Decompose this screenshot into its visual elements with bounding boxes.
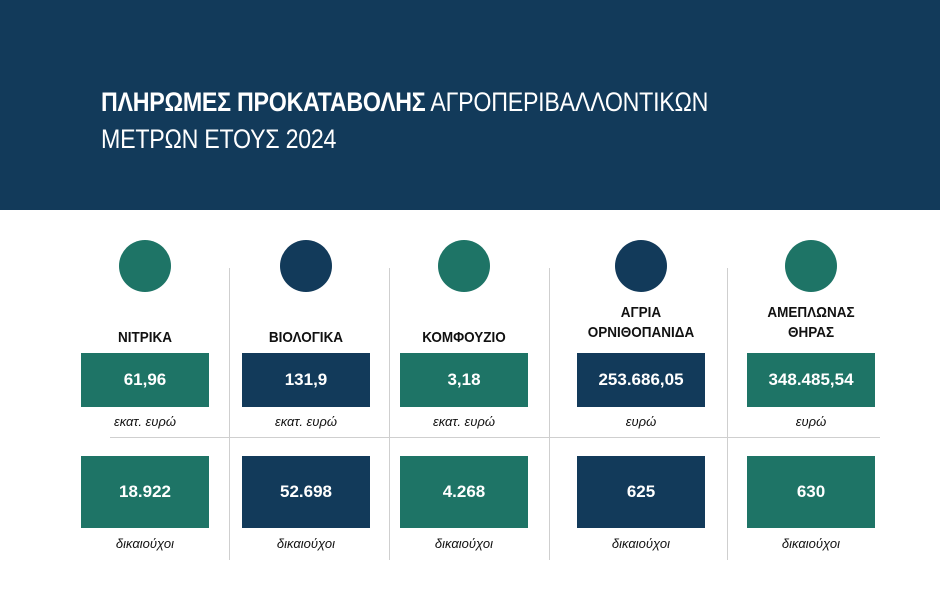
circle-marker (280, 240, 332, 292)
beneficiaries-unit: δικαιούχοι (611, 536, 671, 551)
amount-value: 61,96 (123, 370, 167, 389)
circle-marker (119, 240, 171, 292)
column-agria-ornithopanida: ΑΓΡΙΑ ΟΡΝΙΘΟΠΑΝΙΔΑ 253.686,05 ευρώ 625 δ… (561, 210, 721, 610)
amount-unit: εκατ. ευρώ (433, 414, 495, 429)
beneficiaries-unit: δικαιούχοι (434, 536, 494, 551)
column-label-line-2: ΘΗΡΑΣ (787, 324, 835, 341)
column-label-line-1: ΑΓΡΙΑ (620, 304, 662, 321)
beneficiaries-unit: δικαιούχοι (115, 536, 175, 551)
column-label: ΑΜΕΠΛΩΝΑΣ ΘΗΡΑΣ (739, 303, 883, 343)
title-light-2: ΜΕΤΡΩΝ ΕΤΟΥΣ 2024 (101, 124, 337, 154)
beneficiaries-box: 630 (747, 456, 875, 528)
amount-box: 3,18 (400, 353, 528, 407)
beneficiaries-unit: δικαιούχοι (276, 536, 336, 551)
beneficiaries-value: 52.698 (280, 482, 332, 501)
amount-unit: ευρώ (795, 414, 827, 429)
row-divider (110, 437, 880, 438)
header-banner: ΠΛΗΡΩΜΕΣ ΠΡΟΚΑΤΑΒΟΛΗΣ ΑΓΡΟΠΕΡΙΒΑΛΛΟΝΤΙΚΩ… (0, 0, 940, 210)
amount-unit: εκατ. ευρώ (275, 414, 337, 429)
amount-value: 348.485,54 (768, 370, 854, 389)
circle-marker (785, 240, 837, 292)
column-nitrika: ΝΙΤΡΙΚΑ 61,96 εκατ. ευρώ 18.922 δικαιούχ… (65, 210, 225, 610)
beneficiaries-value: 630 (796, 482, 826, 501)
amount-box: 253.686,05 (577, 353, 705, 407)
amount-box: 61,96 (81, 353, 209, 407)
beneficiaries-value: 4.268 (442, 482, 486, 501)
beneficiaries-box: 4.268 (400, 456, 528, 528)
column-divider (549, 268, 550, 560)
page-title: ΠΛΗΡΩΜΕΣ ΠΡΟΚΑΤΑΒΟΛΗΣ ΑΓΡΟΠΕΡΙΒΑΛΛΟΝΤΙΚΩ… (101, 84, 708, 158)
column-label-line-2: ΟΡΝΙΘΟΠΑΝΙΔΑ (587, 324, 695, 341)
beneficiaries-value: 18.922 (119, 482, 171, 501)
column-ameplonas-thiras: ΑΜΕΠΛΩΝΑΣ ΘΗΡΑΣ 348.485,54 ευρώ 630 δικα… (731, 210, 891, 610)
column-label: ΑΓΡΙΑ ΟΡΝΙΘΟΠΑΝΙΔΑ (569, 303, 713, 343)
circle-marker (438, 240, 490, 292)
column-divider (229, 268, 230, 560)
amount-value: 3,18 (447, 370, 481, 389)
column-label: ΝΙΤΡΙΚΑ (118, 329, 172, 346)
amount-box: 348.485,54 (747, 353, 875, 407)
amount-value: 253.686,05 (598, 370, 684, 389)
column-label: ΒΙΟΛΟΓΙΚΑ (268, 329, 344, 346)
beneficiaries-box: 625 (577, 456, 705, 528)
beneficiaries-box: 52.698 (242, 456, 370, 528)
column-divider (389, 268, 390, 560)
beneficiaries-unit: δικαιούχοι (781, 536, 841, 551)
column-komfouzio: ΚΟΜΦΟΥΖΙΟ 3,18 εκατ. ευρώ 4.268 δικαιούχ… (384, 210, 544, 610)
column-viologika: ΒΙΟΛΟΓΙΚΑ 131,9 εκατ. ευρώ 52.698 δικαιο… (226, 210, 386, 610)
amount-value: 131,9 (284, 370, 328, 389)
beneficiaries-box: 18.922 (81, 456, 209, 528)
beneficiaries-value: 625 (626, 482, 656, 501)
amount-unit: εκατ. ευρώ (114, 414, 176, 429)
column-label: ΚΟΜΦΟΥΖΙΟ (422, 329, 506, 346)
amount-box: 131,9 (242, 353, 370, 407)
column-divider (727, 268, 728, 560)
title-light-1: ΑΓΡΟΠΕΡΙΒΑΛΛΟΝΤΙΚΩΝ (430, 87, 709, 117)
title-bold: ΠΛΗΡΩΜΕΣ ΠΡΟΚΑΤΑΒΟΛΗΣ (101, 87, 426, 117)
column-label-line-1: ΑΜΕΠΛΩΝΑΣ (767, 304, 855, 321)
amount-unit: ευρώ (625, 414, 657, 429)
circle-marker (615, 240, 667, 292)
